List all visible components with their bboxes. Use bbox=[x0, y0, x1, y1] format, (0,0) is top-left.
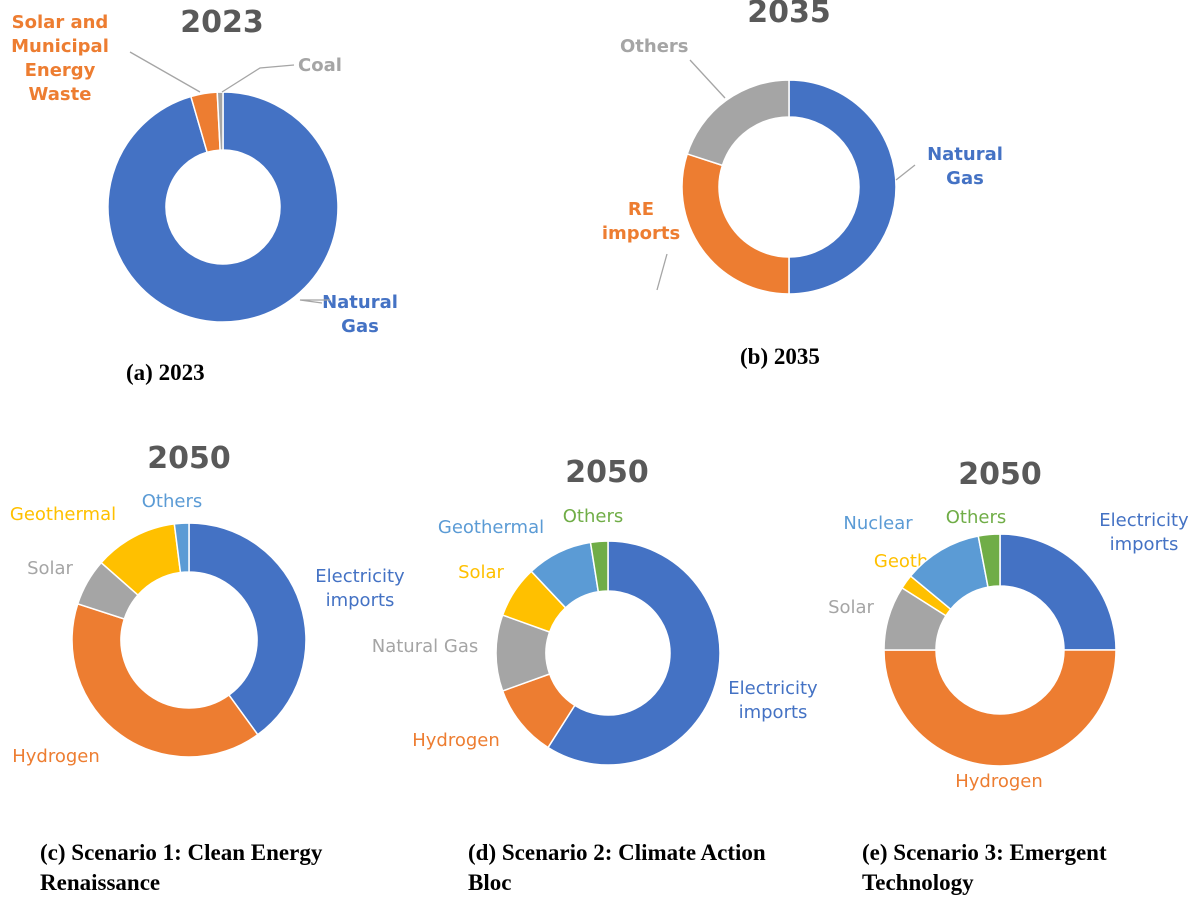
slice-label: Hydrogen bbox=[955, 771, 1043, 792]
caption-b: (b) 2035 bbox=[740, 344, 820, 369]
slice-label: Others bbox=[946, 507, 1007, 528]
slice-label: Solar bbox=[458, 562, 504, 583]
slice-others bbox=[173, 522, 190, 574]
slice-re-imports bbox=[681, 152, 790, 295]
slice-label: Others bbox=[620, 36, 689, 57]
slice-others bbox=[977, 533, 1001, 589]
leader-line bbox=[129, 51, 201, 93]
slice-label: Nuclear bbox=[843, 513, 913, 534]
caption-c: (c) Scenario 1: Clean Energy Renaissance bbox=[40, 840, 323, 895]
slice-label: Electricity imports bbox=[315, 566, 405, 611]
slice-others bbox=[686, 79, 790, 167]
chart-title: 2050 bbox=[958, 457, 1042, 492]
slice-label: Solar bbox=[27, 558, 73, 579]
slice-label: Coal bbox=[298, 55, 342, 76]
slice-coal bbox=[216, 91, 224, 151]
slice-label: Natural Gas bbox=[927, 144, 1003, 189]
donut-chart-1: 2035 Natural Gas RE imports Others bbox=[602, 0, 1003, 295]
slice-label: Electricity imports bbox=[728, 678, 818, 723]
slice-label: Hydrogen bbox=[412, 730, 500, 751]
slice-others bbox=[589, 540, 609, 593]
leader-line bbox=[895, 164, 916, 181]
slice-label: Geothermal bbox=[10, 504, 116, 525]
chart-title: 2023 bbox=[180, 5, 264, 40]
slice-hydrogen bbox=[71, 602, 259, 758]
chart-title: 2050 bbox=[147, 441, 231, 476]
leader-line bbox=[689, 59, 726, 99]
donut-chart-2: 2050 Electricity imports Hydrogen Solar Geoth… bbox=[10, 441, 405, 767]
slice-label: Electricity imports bbox=[1099, 510, 1189, 555]
slice-natural-gas bbox=[107, 91, 339, 323]
leader-line bbox=[221, 64, 295, 93]
slice-label: Natural Gas bbox=[322, 292, 398, 337]
slice-hydrogen bbox=[883, 649, 1117, 767]
chart-title: 2035 bbox=[747, 0, 831, 30]
caption-d: (d) Scenario 2: Climate Action Bloc bbox=[468, 840, 766, 895]
slice-natural-gas bbox=[788, 79, 897, 295]
slice-label: Natural Gas bbox=[372, 636, 478, 657]
slice-label: RE imports bbox=[602, 199, 680, 244]
slice-label: Others bbox=[563, 506, 624, 527]
slice-electricity-imports bbox=[188, 522, 307, 736]
slice-label: Others bbox=[142, 491, 203, 512]
slice-label: Hydrogen bbox=[12, 746, 100, 767]
caption-a: (a) 2023 bbox=[126, 360, 205, 385]
slice-electricity-imports bbox=[999, 533, 1117, 651]
donut-chart-3: 2050 Electricity imports Hydrogen Natural Ga… bbox=[372, 455, 818, 766]
slice-label: Geothermal bbox=[438, 517, 544, 538]
caption-e: (e) Scenario 3: Emergent Technology bbox=[862, 840, 1107, 895]
donut-chart-4: 2050ElectricityimportsHydrogenSolarGeoth… bbox=[828, 457, 1189, 792]
leader-line bbox=[299, 299, 330, 304]
slice-label: Solar and Municipal Energy Waste bbox=[11, 12, 109, 105]
leader-line bbox=[656, 253, 668, 291]
slice-label: Solar bbox=[828, 597, 874, 618]
donut-chart-0: 2023 Natural Gas Solar and Municipal Energy Wa… bbox=[11, 5, 398, 337]
chart-title: 2050 bbox=[565, 455, 649, 490]
slice-electricity-imports bbox=[546, 540, 721, 766]
